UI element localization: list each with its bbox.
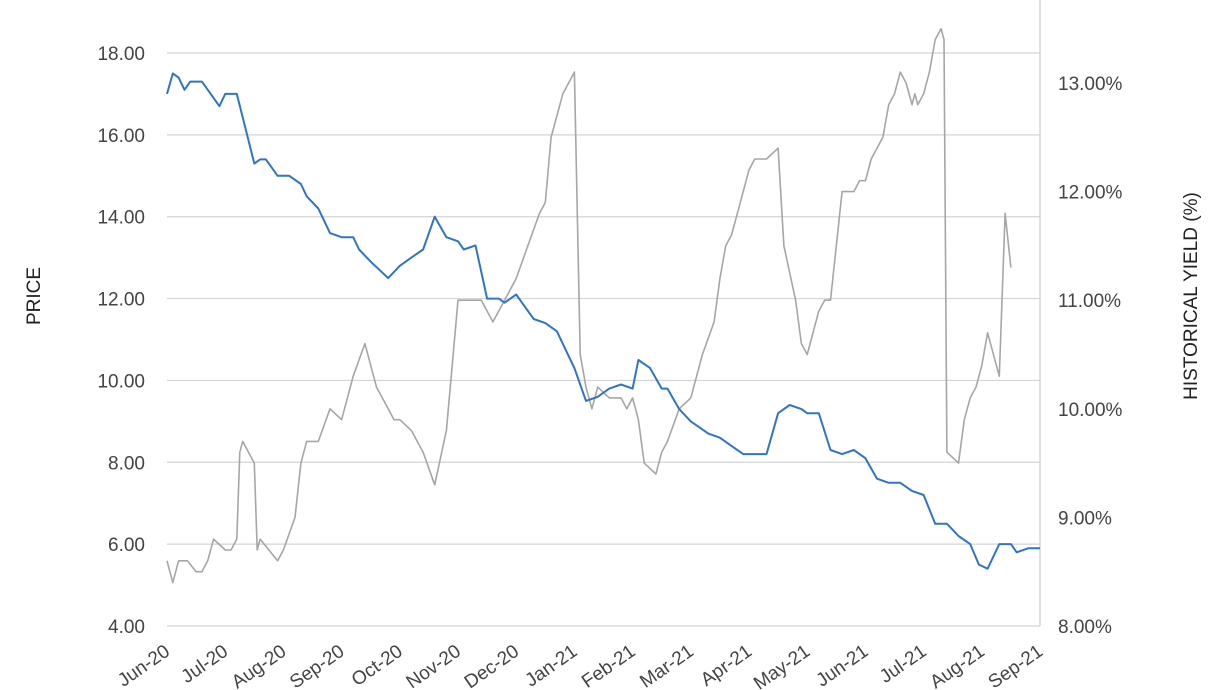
y-tick-label: 18.00 <box>97 44 145 65</box>
x-tick-label: Dec-20 <box>461 641 523 690</box>
right-axis-title: HISTORICAL YIELD (%) <box>1181 192 1202 400</box>
left-axis-title: PRICE <box>24 267 45 325</box>
x-tick-label: Mar-21 <box>636 641 697 690</box>
x-tick-label: Aug-21 <box>926 641 988 690</box>
y-tick-label: 10.00 <box>97 371 145 392</box>
x-tick-label: Sep-20 <box>286 641 348 690</box>
historical-yield-line <box>166 27 1012 584</box>
y-tick-label: 6.00 <box>108 535 145 556</box>
y2-tick-label: 11.00% <box>1058 291 1121 312</box>
x-tick-label: Feb-21 <box>578 641 639 690</box>
series-layer <box>166 27 1040 584</box>
y2-tick-label: 13.00% <box>1058 74 1123 95</box>
x-tick-label: Jun-21 <box>813 641 873 690</box>
x-tick-label: Jul-20 <box>178 641 232 688</box>
right-axis-ticks: 8.00% 9.00% 10.00% 11.00% 12.00% 13.00% <box>1058 74 1123 638</box>
x-tick-label: Oct-20 <box>348 641 407 690</box>
y-tick-label: 4.00 <box>108 617 145 638</box>
gridlines <box>167 52 1040 627</box>
y2-tick-label: 12.00% <box>1058 183 1123 204</box>
y2-tick-label: 9.00% <box>1058 508 1112 529</box>
y-tick-label: 12.00 <box>97 290 145 311</box>
y-tick-label: 16.00 <box>97 126 145 147</box>
x-tick-label: May-21 <box>750 641 814 690</box>
y2-tick-label: 10.00% <box>1058 400 1123 421</box>
x-tick-label: Jul-21 <box>876 641 930 688</box>
x-tick-label: Sep-21 <box>985 641 1047 690</box>
y2-tick-label: 8.00% <box>1058 617 1112 638</box>
y-tick-label: 14.00 <box>97 208 145 229</box>
left-axis-ticks: 4.00 6.00 8.00 10.00 12.00 14.00 16.00 18.00 <box>97 44 145 638</box>
x-tick-label: Nov-20 <box>403 641 465 690</box>
x-tick-label: Jan-21 <box>522 641 582 690</box>
price-line <box>166 72 1040 570</box>
x-tick-label: Aug-20 <box>228 641 290 690</box>
x-tick-label: Jun-20 <box>114 641 174 690</box>
y-tick-label: 8.00 <box>108 453 145 474</box>
x-tick-label: Apr-21 <box>697 641 756 690</box>
